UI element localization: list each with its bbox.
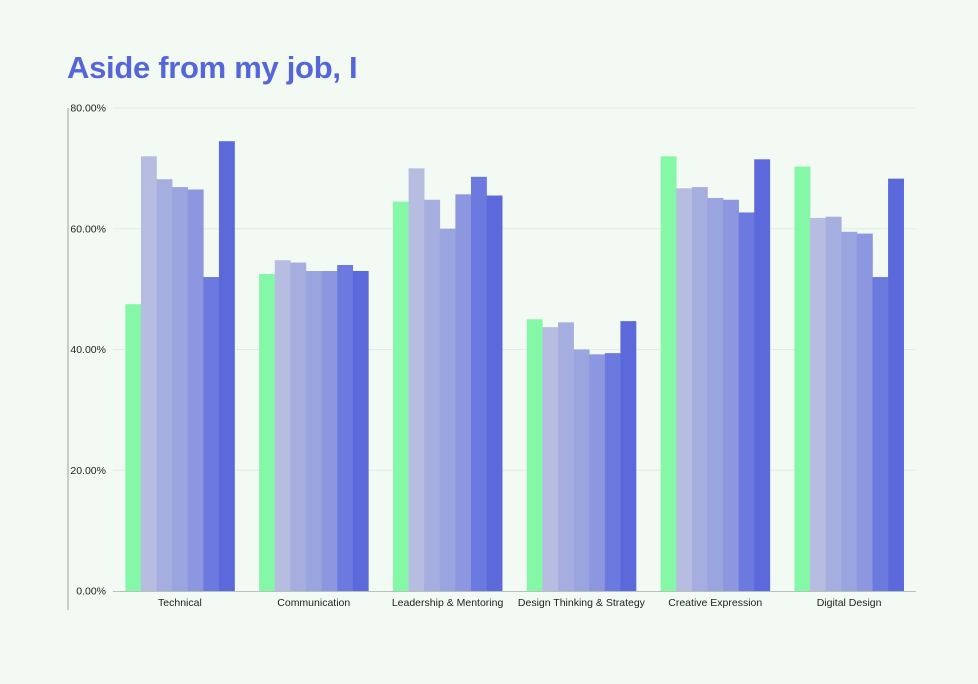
bar — [872, 277, 889, 591]
bar — [455, 194, 472, 591]
bar — [558, 322, 574, 591]
gridlines — [113, 107, 916, 471]
bar — [526, 319, 543, 591]
y-tick-label: 40.00% — [70, 344, 106, 356]
bar — [604, 353, 621, 591]
bar — [573, 349, 590, 591]
bar — [408, 168, 425, 591]
bar — [125, 304, 142, 591]
bar — [707, 197, 724, 592]
category-label: Digital Design — [817, 597, 882, 609]
bar — [439, 228, 456, 591]
axes — [67, 108, 916, 610]
bar — [290, 262, 307, 591]
bar — [424, 199, 441, 591]
category-label: Communication — [277, 597, 350, 609]
y-tick-label: 60.00% — [70, 223, 106, 235]
y-tick-labels: 0.00% 20.00% 40.00% 60.00% 80.00% — [70, 103, 106, 598]
chart-title: Aside from my job, I — [67, 50, 358, 85]
y-tick-label: 0.00% — [76, 586, 106, 598]
bar — [660, 156, 677, 592]
bar — [352, 271, 369, 591]
bar — [856, 233, 873, 591]
y-tick-label: 80.00% — [70, 103, 106, 115]
bar — [738, 212, 755, 592]
y-tick-label: 20.00% — [70, 465, 106, 477]
bar — [203, 277, 220, 591]
category-label: Leadership & Mentoring — [392, 597, 504, 609]
bar — [888, 178, 904, 592]
bar — [156, 179, 173, 591]
bar — [754, 159, 771, 591]
bar — [218, 141, 235, 592]
category-labels: Technical Communication Leadership & Mento… — [158, 597, 882, 609]
bar — [589, 354, 606, 591]
bar — [305, 271, 322, 591]
bar — [172, 187, 189, 591]
bar — [337, 264, 354, 591]
bars — [125, 141, 904, 592]
bar — [841, 231, 858, 592]
category-label: Technical — [158, 597, 202, 609]
bar — [486, 195, 503, 591]
bar — [691, 187, 708, 591]
category-label: Creative Expression — [668, 597, 762, 609]
bar — [676, 188, 693, 591]
bar — [810, 217, 826, 591]
bar — [825, 216, 842, 592]
bar — [140, 156, 157, 592]
bar — [259, 274, 276, 591]
bar — [620, 321, 637, 591]
bar — [321, 271, 338, 591]
bar — [392, 201, 409, 592]
bar — [274, 260, 291, 591]
bar — [542, 327, 559, 591]
bar — [470, 176, 487, 591]
bar — [187, 189, 204, 591]
bar — [794, 166, 811, 591]
bar — [723, 199, 739, 591]
category-label: Design Thinking & Strategy — [518, 597, 646, 609]
